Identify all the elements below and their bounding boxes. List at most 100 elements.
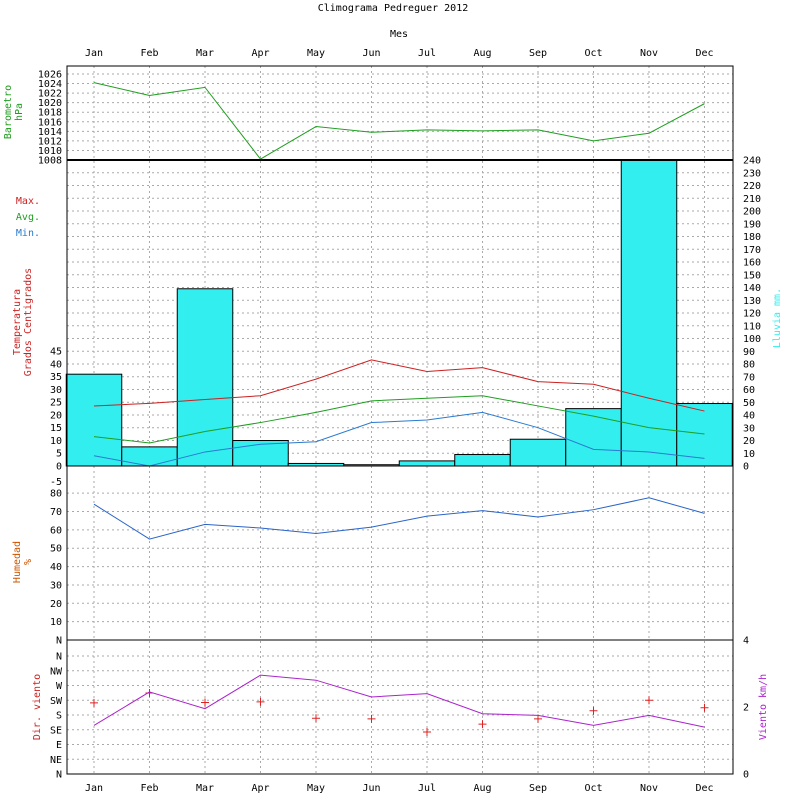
panel-frame <box>66 65 734 161</box>
chart-title: Climograma Pedreguer 2012 <box>318 3 469 14</box>
rain-bar <box>620 159 678 467</box>
month-label-top: May <box>307 48 325 59</box>
wind-speed-tick-label: 0 <box>743 770 749 781</box>
month-label-bottom: May <box>307 783 325 794</box>
wind-speed-tick-label: 4 <box>743 636 749 647</box>
wind-direction-marker <box>645 696 653 705</box>
wind-dir-tick-label: NE <box>50 755 62 766</box>
wind-dir-tick-label: E <box>56 740 62 751</box>
rain-bar <box>65 373 123 467</box>
month-label-top: Apr <box>251 48 269 59</box>
humidity-tick-label: 20 <box>50 599 62 610</box>
rain-bar <box>509 438 567 467</box>
month-label-bottom: Dec <box>695 783 713 794</box>
pressure-tick-label: 1022 <box>38 89 62 100</box>
rain-tick-label: 190 <box>743 219 761 230</box>
panel-frame <box>66 465 734 641</box>
month-label-top: Sep <box>529 48 547 59</box>
rain-tick-label: 130 <box>743 296 761 307</box>
panel-frame <box>66 639 734 775</box>
wind-direction-marker <box>90 698 98 707</box>
rain-tick-label: 80 <box>743 360 755 371</box>
pressure-tick-label: 1024 <box>38 79 62 90</box>
humidity-axis-unit: % <box>23 559 34 565</box>
rain-axis-label: Lluvia mm. <box>772 288 783 348</box>
rain-tick-label: 170 <box>743 245 761 256</box>
rain-bar <box>676 403 733 467</box>
pressure-tick-label: 1008 <box>38 156 62 167</box>
wind-dir-tick-label: S <box>56 711 62 722</box>
rain-tick-label: 120 <box>743 309 761 320</box>
temperature-legend-entry: Avg. <box>16 212 40 223</box>
pressure-tick-label: 1014 <box>38 127 62 138</box>
rain-tick-label: 210 <box>743 194 761 205</box>
pressure-tick-label: 1012 <box>38 136 62 147</box>
wind-dir-tick-label: NW <box>50 666 63 677</box>
month-label-bottom: Feb <box>140 783 158 794</box>
rain-tick-label: 180 <box>743 232 761 243</box>
rain-tick-label: 230 <box>743 168 761 179</box>
month-label-bottom: Apr <box>251 783 269 794</box>
wind-dir-tick-label: SW <box>50 696 63 707</box>
temperature-tick-label: 30 <box>50 385 62 396</box>
pressure-axis-label: Barometro <box>3 85 14 139</box>
wind-direction-marker <box>367 714 376 723</box>
rain-tick-label: 100 <box>743 334 761 345</box>
temperature-series-line <box>93 359 705 412</box>
rain-tick-label: 10 <box>743 449 755 460</box>
wind-direction-marker <box>534 714 542 723</box>
month-label-bottom: Sep <box>529 783 547 794</box>
pressure-tick-label: 1020 <box>38 98 62 109</box>
month-label-bottom: Jan <box>85 783 103 794</box>
month-label-bottom: Mar <box>196 783 214 794</box>
month-label-bottom: Oct <box>584 783 602 794</box>
wind-dir-tick-label: W <box>56 681 63 692</box>
humidity-tick-label: N <box>56 636 62 647</box>
rain-tick-label: 20 <box>743 436 755 447</box>
humidity-tick-label: 40 <box>50 562 62 573</box>
wind-dir-tick-label: N <box>56 770 62 781</box>
wind-direction-marker <box>478 720 487 729</box>
humidity-tick-label: 70 <box>50 507 62 518</box>
rain-tick-label: 0 <box>743 462 749 473</box>
rain-tick-label: 140 <box>743 283 761 294</box>
temperature-axis-unit: Grados Centigrados <box>23 268 34 376</box>
wind-direction-marker <box>589 706 598 715</box>
wind-speed-tick-label: 2 <box>743 703 749 714</box>
temperature-tick-label: 45 <box>50 347 62 358</box>
rain-tick-label: 90 <box>743 347 755 358</box>
month-label-bottom: Nov <box>640 783 658 794</box>
temperature-series-line <box>93 395 705 444</box>
rain-tick-label: 220 <box>743 181 761 192</box>
month-label-top: Jul <box>418 48 436 59</box>
month-label-top: Feb <box>140 48 158 59</box>
rain-tick-label: 110 <box>743 321 761 332</box>
humidity-axis-label: Humedad <box>12 541 23 583</box>
marks-layer <box>65 82 733 737</box>
wind-dir-axis-label: Dir. viento <box>32 674 43 740</box>
wind-dir-tick-label: SE <box>50 725 62 736</box>
rain-tick-label: 160 <box>743 258 761 269</box>
rain-tick-label: 30 <box>743 423 755 434</box>
temperature-tick-label: 35 <box>50 372 62 383</box>
month-label-bottom: Jun <box>362 783 380 794</box>
pressure-tick-label: 1010 <box>38 146 62 157</box>
month-label-top: Jan <box>85 48 103 59</box>
month-label-bottom: Aug <box>473 783 491 794</box>
temperature-tick-label: 20 <box>50 410 62 421</box>
pressure-axis-unit: hPa <box>14 103 25 121</box>
wind-speed-line <box>93 674 705 728</box>
temperature-series-line <box>93 411 705 467</box>
wind-speed-axis-label: Viento km/h <box>758 674 769 740</box>
pressure-line <box>93 82 705 160</box>
pressure-tick-label: 1018 <box>38 108 62 119</box>
wind-direction-marker <box>700 703 709 712</box>
rain-tick-label: 70 <box>743 372 755 383</box>
month-label-top: Mar <box>196 48 214 59</box>
humidity-tick-label: 60 <box>50 525 62 536</box>
temperature-tick-label: 0 <box>56 462 62 473</box>
temperature-tick-label: 15 <box>50 423 62 434</box>
rain-tick-label: 50 <box>743 398 755 409</box>
pressure-tick-label: 1016 <box>38 117 62 128</box>
